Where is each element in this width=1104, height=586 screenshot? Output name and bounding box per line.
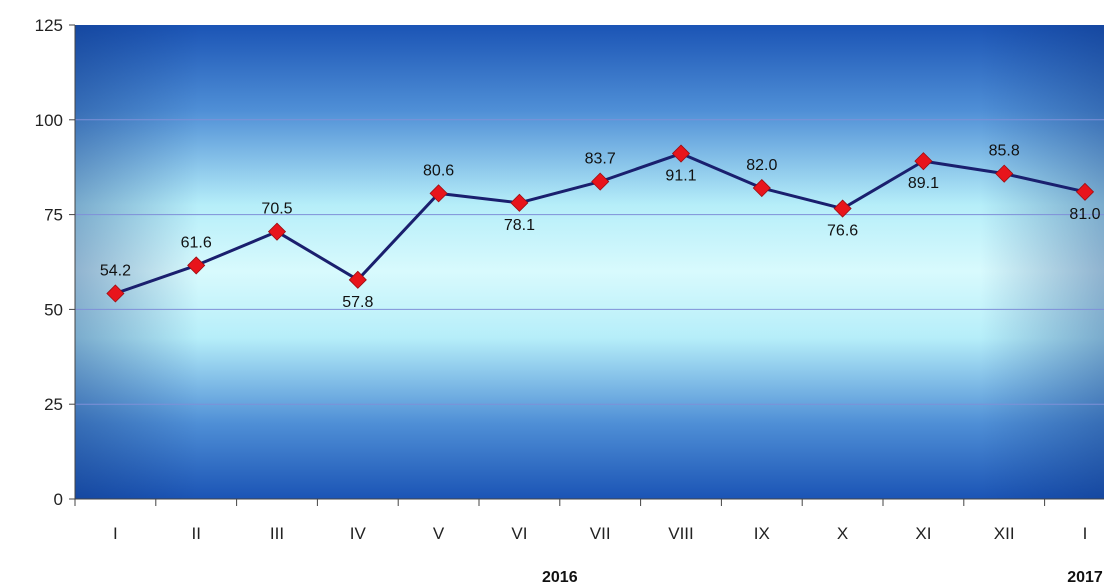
data-label: 91.1 [665, 168, 696, 185]
data-label: 70.5 [261, 201, 292, 218]
data-label: 78.1 [504, 217, 535, 234]
data-point-marker [510, 193, 529, 212]
y-tick-label: 100 [35, 111, 63, 130]
x-tick-label: XI [915, 524, 931, 543]
data-point-marker [1075, 182, 1095, 201]
year-label: 2016 [542, 569, 578, 586]
data-label: 80.6 [423, 162, 454, 179]
data-label: 89.1 [908, 175, 939, 192]
x-tick-label: III [270, 524, 284, 543]
x-tick-label: II [191, 524, 200, 543]
x-tick-label: VI [511, 524, 527, 543]
y-tick-label: 75 [44, 206, 63, 225]
data-point-marker [187, 256, 206, 275]
x-tick-label: IX [754, 524, 770, 543]
x-tick-label: X [837, 524, 848, 543]
data-point-marker [833, 199, 852, 218]
data-label: 61.6 [181, 234, 212, 251]
data-label: 85.8 [989, 143, 1020, 160]
data-point-marker [429, 184, 448, 203]
data-point-marker [671, 144, 691, 163]
y-tick-label: 25 [44, 395, 63, 414]
x-tick-label: VIII [668, 524, 694, 543]
x-tick-label: VII [590, 524, 611, 543]
plot-area-shading [75, 25, 1104, 499]
data-label: 54.2 [100, 262, 131, 279]
x-tick-label: I [1083, 524, 1088, 543]
data-label: 81.0 [1069, 206, 1100, 223]
data-label: 57.8 [342, 294, 373, 311]
data-point-marker [591, 172, 610, 191]
data-point-marker [106, 284, 125, 303]
x-tick-label: V [433, 524, 445, 543]
data-label: 82.0 [746, 157, 777, 174]
y-tick-label: 50 [44, 300, 63, 319]
year-label: 2017 [1067, 569, 1103, 586]
x-tick-label: IV [350, 524, 367, 543]
data-label: 76.6 [827, 223, 858, 240]
y-tick-label: 125 [35, 16, 63, 35]
y-tick-label: 0 [54, 490, 63, 509]
data-point-marker [995, 164, 1014, 183]
data-point-marker [914, 152, 933, 171]
data-label: 83.7 [585, 151, 616, 168]
data-point-marker [752, 178, 771, 198]
x-tick-label: I [113, 524, 118, 543]
data-point-marker [267, 222, 287, 241]
x-tick-label: XII [994, 524, 1015, 543]
data-point-marker [348, 270, 367, 289]
